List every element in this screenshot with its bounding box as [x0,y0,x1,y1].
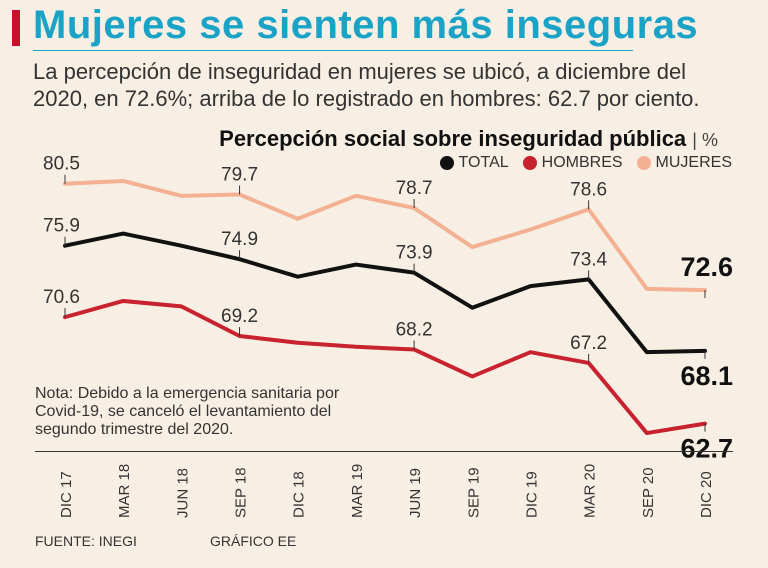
legend-item-total: TOTAL [439,154,509,172]
data-label-total: 74.9 [221,229,258,250]
x-axis-rule [35,451,733,452]
data-label-mujeres-final: 72.6 [680,252,733,282]
data-label-mujeres: 80.5 [43,154,80,175]
data-label-hombres: 70.6 [43,287,80,308]
x-tick-label: DIC 17 [58,471,75,518]
data-label-total: 75.9 [43,216,80,237]
series-line-mujeres [63,179,707,293]
x-tick-label: DIC 18 [291,471,308,518]
legend-label-total: TOTAL [458,154,509,171]
title-rule [33,50,633,51]
source-label: FUENTE: INEGI [35,533,137,549]
series-line-hombres [63,298,707,436]
chart-unit-value: % [701,130,718,150]
chart-unit: | % [692,130,718,150]
x-tick-label: MAR 20 [582,464,599,518]
x-tick-label: JUN 18 [174,468,191,518]
x-tick-label: SEP 19 [465,467,482,518]
chart-title: Percepción social sobre inseguridad públ… [219,126,718,152]
x-tick-label: MAR 18 [116,464,133,518]
legend-label-hombres: HOMBRES [541,154,623,171]
x-tick-label: SEP 20 [640,467,657,518]
series-line-total [63,231,707,355]
title-accent-bar [12,10,20,46]
data-label-hombres: 69.2 [221,306,258,327]
data-label-mujeres: 78.6 [570,179,607,200]
data-label-hombres-final: 62.7 [680,434,733,464]
page-title: Mujeres se sienten más inseguras [33,3,699,47]
data-label-mujeres: 78.7 [396,178,433,199]
x-tick-label: SEP 18 [233,467,250,518]
x-tick-label: DIC 19 [523,471,540,518]
data-label-total: 73.4 [570,249,607,270]
x-tick-label: DIC 20 [698,471,715,518]
credit-label: GRÁFICO EE [210,533,297,549]
x-tick-label: JUN 19 [407,468,424,518]
data-label-total: 73.9 [396,243,433,264]
data-label-hombres: 68.2 [396,319,433,340]
legend-item-hombres: HOMBRES [522,154,623,172]
x-tick-label: MAR 19 [349,464,366,518]
legend-dot-total [439,156,454,170]
data-label-total-final: 68.1 [680,361,733,391]
note: Nota: Debido a la emergencia sanitaria p… [35,385,340,438]
legend-dot-hombres [522,156,537,170]
legend: TOTAL HOMBRES MUJERES [439,154,732,172]
data-label-hombres: 67.2 [570,333,607,354]
legend-label-mujeres: MUJERES [655,154,732,171]
subtitle: La percepción de inseguridad en mujeres … [33,59,700,111]
legend-dot-mujeres [636,156,651,170]
legend-item-mujeres: MUJERES [636,154,732,172]
data-label-mujeres: 79.7 [221,164,258,185]
chart-title-text: Percepción social sobre inseguridad públ… [219,126,687,151]
